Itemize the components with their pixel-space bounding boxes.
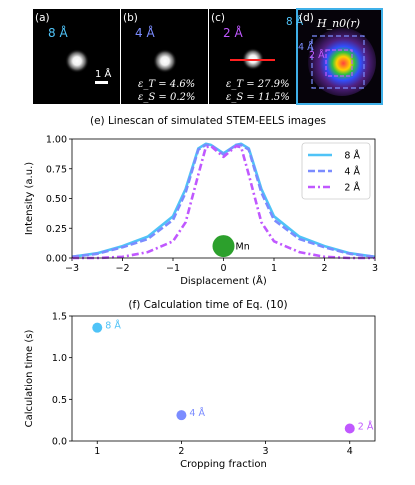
legend-box xyxy=(301,142,371,200)
eps-t-text: ε_T = 27.9% xyxy=(226,79,290,90)
y-tick-label: 1.00 xyxy=(46,135,67,146)
crop-box-2 xyxy=(325,49,353,77)
x-tick-label: −3 xyxy=(65,263,79,274)
panel-letter: (c) xyxy=(211,12,225,24)
crop-size-label: 4 Å xyxy=(135,25,155,40)
x-tick-label: −2 xyxy=(115,263,129,274)
crop-box-4 xyxy=(311,35,365,89)
label-8: 8 Å xyxy=(286,15,304,28)
x-tick-label: −1 xyxy=(166,263,180,274)
data-point-label: 2 Å xyxy=(358,421,374,433)
x-tick-label: 1 xyxy=(94,446,100,457)
x-tick-label: 2 xyxy=(321,263,327,274)
chart-title: (f) Calculation time of Eq. (10) xyxy=(128,299,287,311)
y-tick-label: 0.00 xyxy=(46,254,67,265)
label-2: 2 Å xyxy=(309,49,325,61)
x-axis-label: Displacement (Å) xyxy=(180,274,267,287)
crop-size-label: 2 Å xyxy=(223,25,243,40)
legend-label: 8 Å xyxy=(344,150,360,162)
mn-atom-marker xyxy=(212,235,235,258)
data-point-label: 8 Å xyxy=(105,320,121,332)
x-axis-label: Cropping fraction xyxy=(180,459,267,470)
chart-title: (e) Linescan of simulated STEM-EELS imag… xyxy=(90,115,326,127)
hamiltonian-label: H_n0(r) xyxy=(316,17,360,30)
y-tick-label: 1.0 xyxy=(52,353,67,364)
crop-size-label: 8 Å xyxy=(48,25,68,40)
x-tick-label: 3 xyxy=(372,263,378,274)
spot-image xyxy=(153,49,177,73)
y-tick-label: 0.0 xyxy=(52,437,67,448)
x-tick-label: 1 xyxy=(271,263,277,274)
plot-frame xyxy=(71,315,376,442)
x-tick-label: 3 xyxy=(263,446,269,457)
data-point xyxy=(176,410,187,421)
data-point xyxy=(92,322,103,333)
plot-frame xyxy=(71,138,376,259)
calc-time-chart: (f) Calculation time of Eq. (10) 1 2 3 4 0.0… xyxy=(24,299,376,470)
eps-s-text: ε_S = 11.5% xyxy=(226,92,290,103)
x-tick-label: 2 xyxy=(178,446,184,457)
panel-letter: (b) xyxy=(123,12,138,24)
y-tick-label: 1.5 xyxy=(52,312,67,323)
linescan-chart: (e) Linescan of simulated STEM-EELS imag… xyxy=(24,115,378,287)
spot-image xyxy=(65,49,89,73)
x-tick-label: 4 xyxy=(347,446,353,457)
mn-atom-label: Mn xyxy=(236,242,250,253)
y-tick-label: 0.5 xyxy=(52,395,67,406)
panel-c: (c) 2 Å ε_T = 27.9% ε_S = 11.5% xyxy=(209,9,296,104)
y-tick-label: 0.50 xyxy=(46,194,67,205)
eps-t-text: ε_T = 4.6% xyxy=(138,79,195,90)
legend-label: 4 Å xyxy=(344,166,360,178)
scale-bar-label: 1 Å xyxy=(95,67,112,80)
panel-d: 8 Å (d) H_n0(r) 4 Å 2 Å xyxy=(286,8,383,105)
legend-label: 2 Å xyxy=(344,182,360,194)
panel-a: (a) 8 Å 1 Å xyxy=(33,9,120,104)
panel-letter: (a) xyxy=(35,12,50,24)
scale-bar xyxy=(95,81,108,84)
x-tick-label: 0 xyxy=(220,263,226,274)
y-tick-label: 0.25 xyxy=(46,224,67,235)
y-tick-label: 0.75 xyxy=(46,164,67,175)
data-point-label: 4 Å xyxy=(189,407,205,419)
legend: 8 Å 4 Å 2 Å xyxy=(301,142,371,200)
series-line-2 xyxy=(72,144,375,260)
eps-s-text: ε_S = 0.2% xyxy=(138,92,195,103)
panel-b: (b) 4 Å ε_T = 4.6% ε_S = 0.2% xyxy=(121,9,208,104)
label-4: 4 Å xyxy=(298,41,314,53)
panel-letter: (d) xyxy=(299,12,314,24)
data-point xyxy=(344,423,355,434)
y-axis-label: Calculation time (s) xyxy=(24,330,35,428)
y-axis-label: Intensity (a.u.) xyxy=(24,162,35,235)
hamiltonian-map xyxy=(308,28,376,96)
series-line-1 xyxy=(71,143,376,259)
